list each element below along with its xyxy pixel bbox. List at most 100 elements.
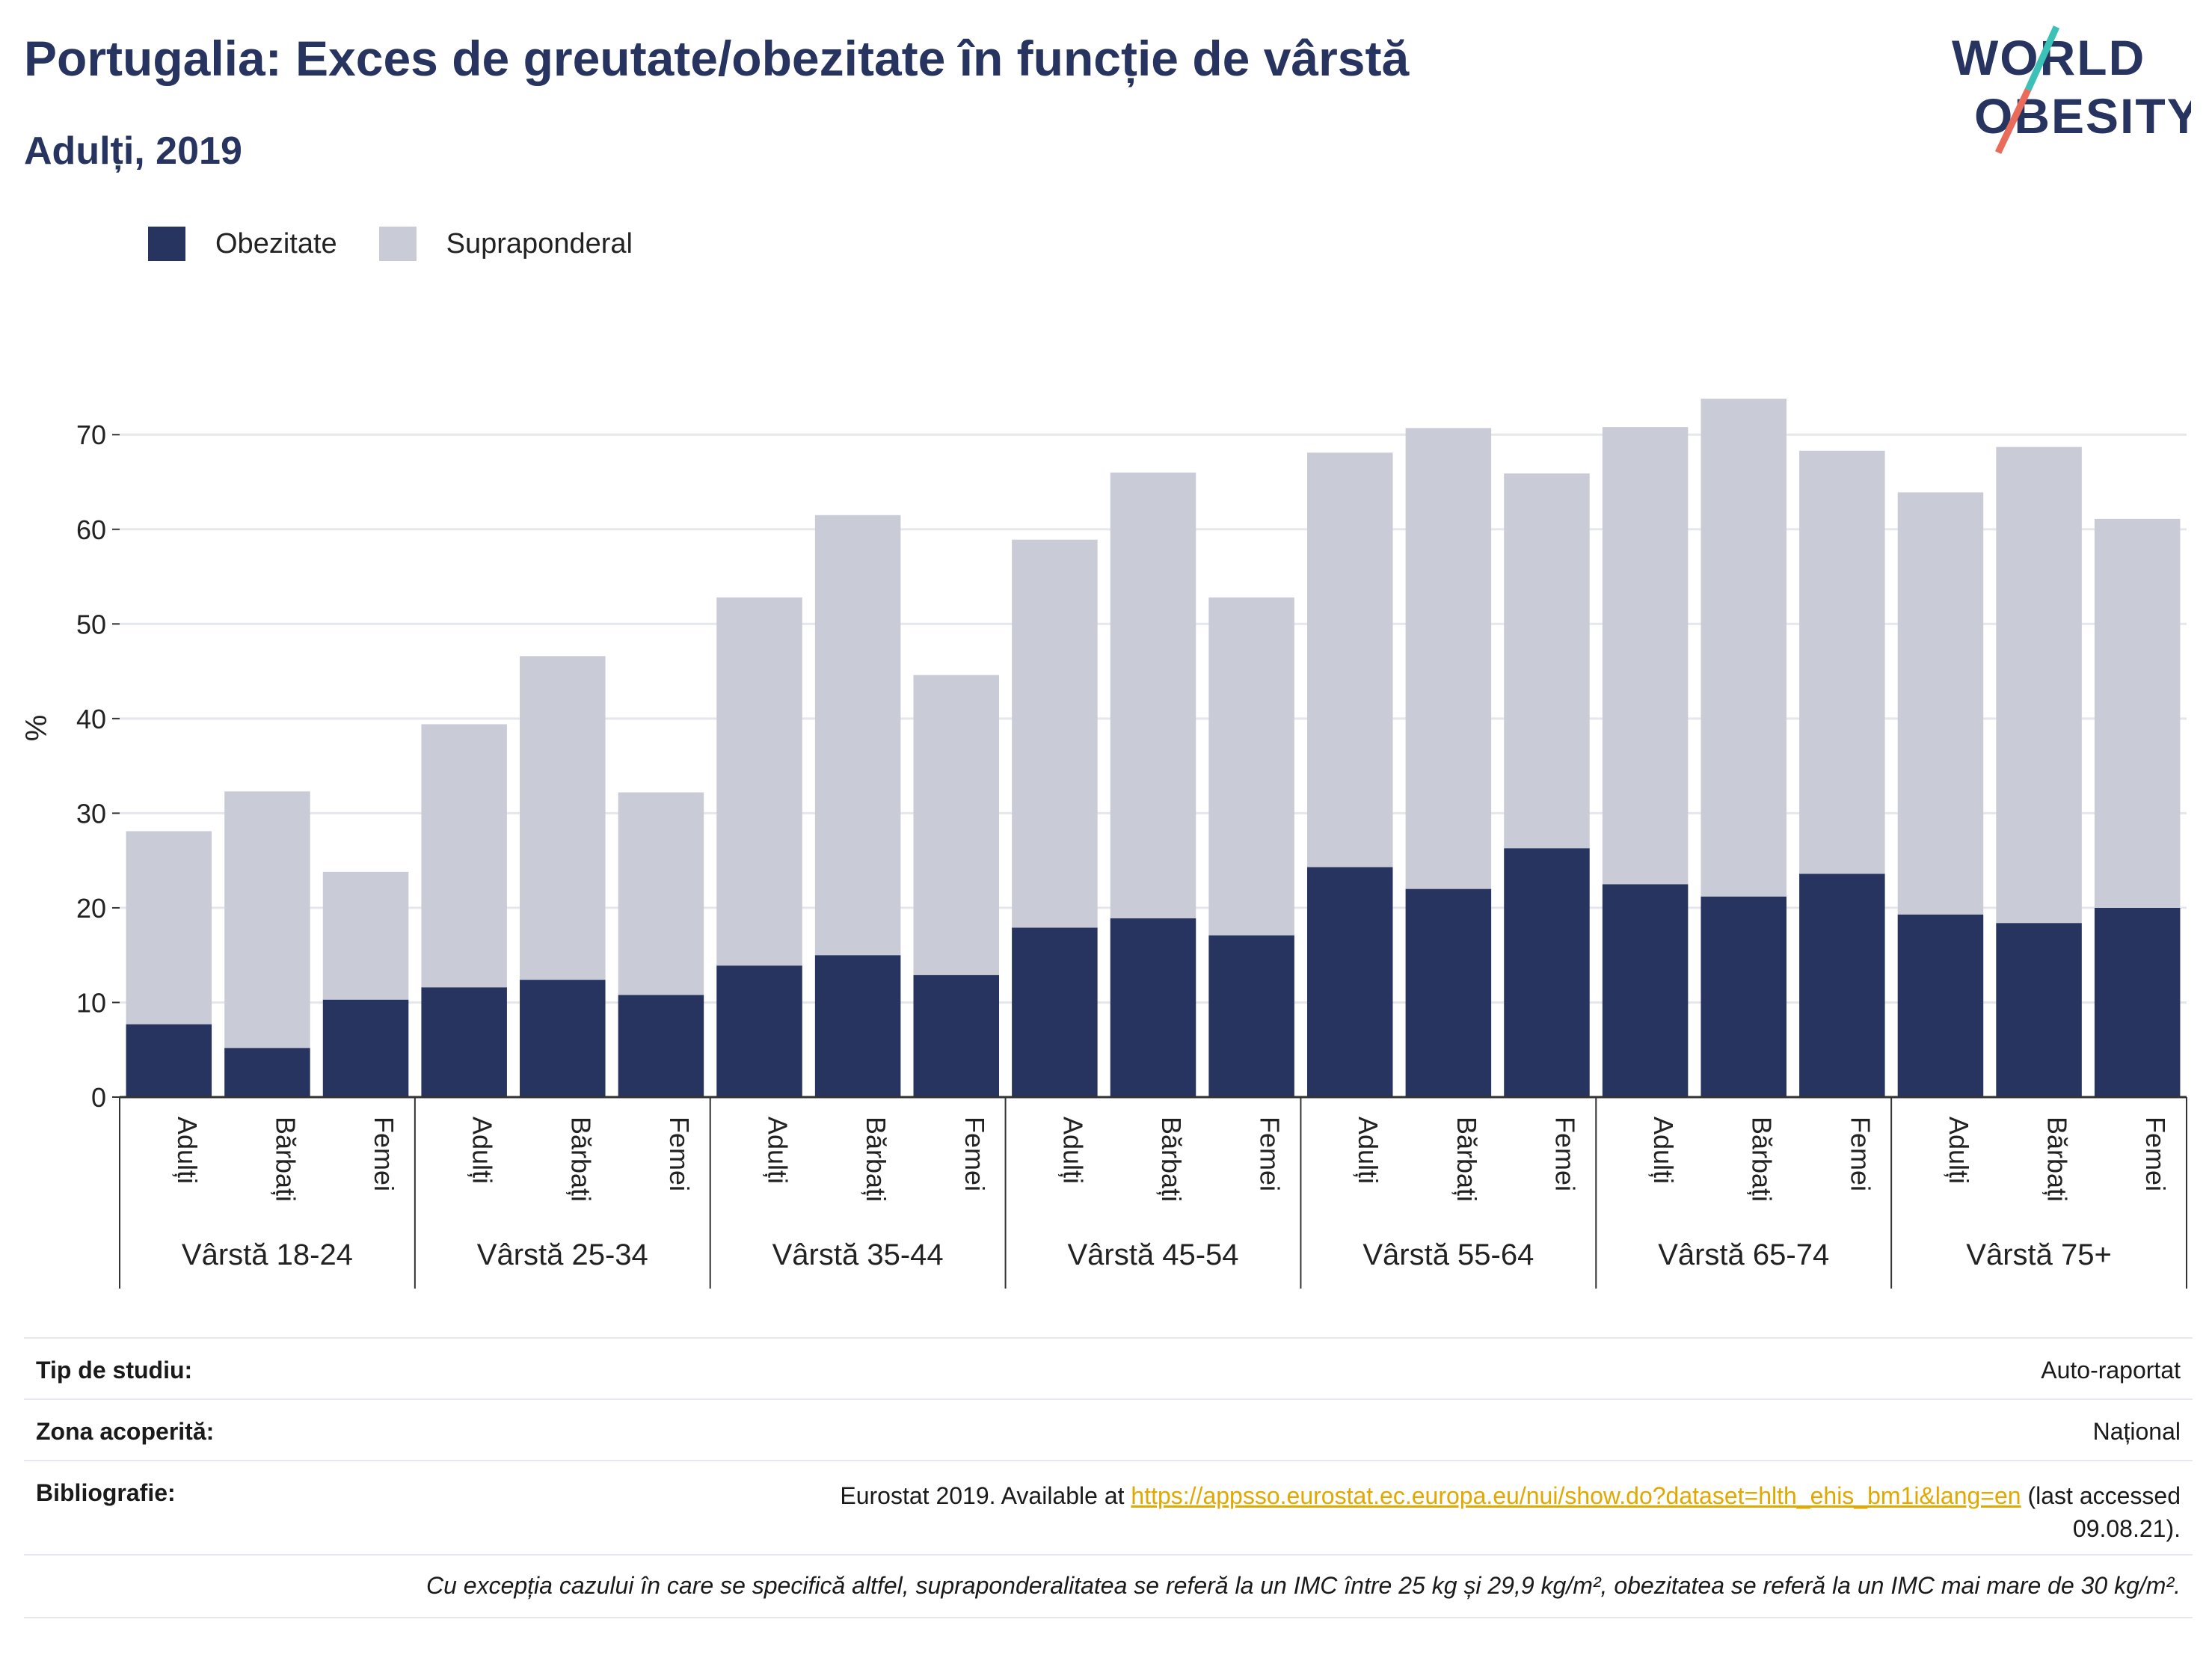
bar-obezitate-16 [1701,896,1787,1097]
bar-supraponderal-10 [1110,472,1196,918]
x-tick-label: Femei [664,1117,695,1191]
x-tick-label: Adulți [1057,1117,1088,1184]
y-tick-label: 10 [76,987,106,1018]
group-label: Vârstă 35-44 [772,1238,944,1271]
info-row-coverage: Zona acoperită: Național [24,1398,2193,1461]
bar-obezitate-10 [1110,918,1196,1097]
x-tick-label: Femei [2140,1117,2171,1191]
bar-obezitate-13 [1405,888,1492,1097]
world-obesity-logo: WORLD OBESITY [1952,25,2191,154]
x-tick-label: Adulți [467,1117,498,1184]
x-tick-label: Femei [959,1117,990,1191]
chart-legend: Obezitate Supraponderal [148,221,675,266]
bar-supraponderal-7 [814,515,901,956]
x-tick-label: Adulți [763,1117,793,1184]
bar-supraponderal-5 [618,792,704,995]
x-tick-label: Adulți [1353,1117,1383,1184]
bibliography-date: 09.08.21). [2072,1515,2181,1542]
bar-supraponderal-9 [1012,539,1098,928]
group-label: Vârstă 25-34 [477,1238,648,1271]
legend-label-supraponderal: Supraponderal [446,227,633,260]
bar-supraponderal-15 [1602,427,1689,885]
x-tick-label: Adulți [1648,1117,1679,1184]
x-tick-label: Bărbați [2042,1117,2073,1202]
x-tick-label: Femei [1549,1117,1580,1191]
info-table: Tip de studiu: Auto-raportat Zona acoper… [24,1337,2193,1636]
bar-obezitate-18 [1897,914,1984,1097]
x-tick-label: Femei [369,1117,399,1191]
x-tick-labels: Adulți Bărbați Femei Adulți Bărbați Femei Adul… [172,1117,2171,1271]
study-type-label: Tip de studiu: [36,1357,193,1384]
bar-supraponderal-0 [126,831,212,1025]
legend-item-obezitate: Obezitate [148,227,337,261]
x-tick-label: Adulți [1944,1117,1974,1184]
y-tick-label: 50 [76,609,106,639]
bar-obezitate-3 [421,987,507,1097]
bar-obezitate-4 [520,980,606,1097]
axes: % [20,434,2187,1289]
bar-obezitate-7 [814,955,901,1097]
bar-supraponderal-17 [1799,450,1885,874]
info-row-bibliography: Bibliografie: Eurostat 2019. Available a… [24,1460,2193,1556]
coverage-value: Național [2092,1418,2181,1445]
bars [126,399,2181,1097]
y-tick-label: 70 [76,420,106,450]
y-tick-labels: 0 10 20 30 40 50 60 70 [76,420,106,1113]
bibliography-label: Bibliografie: [36,1479,176,1506]
bar-obezitate-5 [618,995,704,1097]
bar-obezitate-12 [1306,867,1393,1097]
bar-supraponderal-6 [716,597,802,966]
page-title: Portugalia: Exces de greutate/obezitate … [24,31,1410,86]
bibliography-value: Eurostat 2019. Available at https://apps… [840,1479,2181,1545]
x-tick-label: Bărbați [1747,1117,1778,1202]
bibliography-link[interactable]: https://appsso.eurostat.ec.europa.eu/nui… [1131,1482,2021,1509]
x-tick-label: Adulți [172,1117,203,1184]
bar-obezitate-19 [1996,923,2082,1097]
bar-supraponderal-13 [1405,428,1492,889]
legend-swatch-obezitate [148,227,185,261]
y-axis-label: % [20,715,53,742]
bar-obezitate-1 [224,1048,310,1097]
info-row-note: Cu excepția cazului în care se specifică… [24,1554,2193,1618]
bibliography-suffix: (last accessed [2027,1482,2181,1509]
x-tick-label: Bărbați [565,1117,596,1202]
definition-note: Cu excepția cazului în care se specifică… [425,1572,2181,1599]
bar-supraponderal-2 [322,871,409,1000]
bar-obezitate-15 [1602,884,1689,1097]
bar-obezitate-17 [1799,873,1885,1097]
x-tick-label: Bărbați [270,1117,301,1202]
bar-supraponderal-4 [520,656,606,980]
y-tick-label: 0 [91,1082,106,1113]
bar-supraponderal-12 [1306,452,1393,868]
y-tick-label: 20 [76,893,106,924]
x-tick-label: Bărbați [1451,1117,1482,1202]
legend-swatch-supraponderal [378,227,417,261]
bar-obezitate-20 [2094,907,2181,1097]
page-subtitle: Adulți, 2019 [24,129,242,173]
bar-obezitate-9 [1012,927,1098,1097]
group-label: Vârstă 45-54 [1067,1238,1238,1271]
group-label: Vârstă 75+ [1966,1238,2112,1271]
legend-label-obezitate: Obezitate [215,227,337,260]
bar-supraponderal-18 [1897,492,1984,915]
bar-supraponderal-1 [224,791,310,1048]
bar-obezitate-11 [1208,935,1294,1097]
x-tick-label: Femei [1845,1117,1875,1191]
bar-obezitate-2 [322,999,409,1097]
bar-supraponderal-11 [1208,597,1294,936]
bar-obezitate-14 [1504,848,1590,1097]
group-label: Vârstă 18-24 [182,1238,353,1271]
y-tick-label: 30 [76,798,106,829]
bar-obezitate-0 [126,1024,212,1097]
y-tick-label: 40 [76,704,106,734]
bar-supraponderal-19 [1996,446,2082,924]
bar-obezitate-6 [716,965,802,1097]
group-label: Vârstă 65-74 [1658,1238,1829,1271]
legend-item-supraponderal: Supraponderal [378,227,633,261]
bar-obezitate-8 [913,974,1000,1097]
bar-supraponderal-14 [1504,473,1590,849]
x-tick-label: Femei [1255,1117,1285,1191]
bar-supraponderal-3 [421,724,507,988]
y-tick-label: 60 [76,515,106,545]
